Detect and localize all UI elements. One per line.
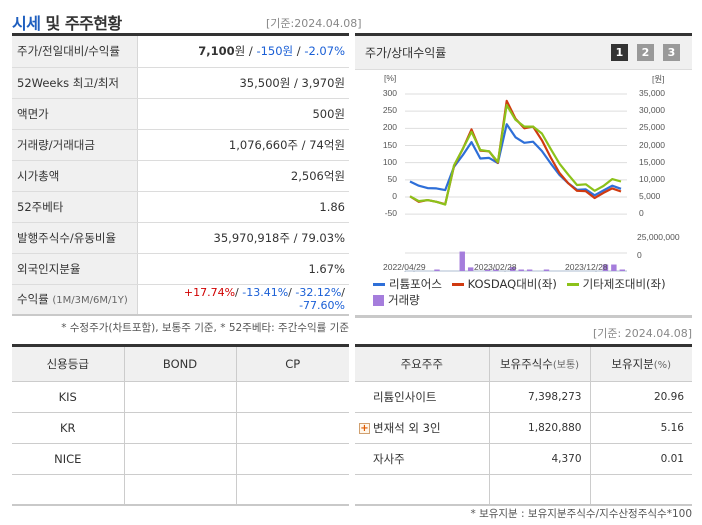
- holder-note: * 보유지분 : 보유지분주식수/지수산정주식수*100: [470, 508, 692, 520]
- table-row: 거래량/거래대금 1,076,660주 / 74억원: [12, 129, 349, 161]
- title-accent: 시세: [12, 14, 41, 33]
- legend-item[interactable]: 거래량: [373, 293, 420, 307]
- left-axis-tick: 300: [382, 88, 397, 98]
- right-axis-tick: 20,000: [639, 139, 665, 150]
- chart-header: 주가/상대수익률: [355, 36, 692, 70]
- column-header: 보유지분(%): [590, 347, 692, 382]
- column-header: BOND: [124, 347, 237, 382]
- divider: [355, 344, 692, 347]
- table-row: 시가총액 2,506억원: [12, 160, 349, 192]
- section-title: 시세 및 주주현황: [12, 10, 122, 34]
- volume-bars: [434, 251, 625, 271]
- table-row: [12, 474, 349, 506]
- table-row: 52Weeks 최고/최저 35,500원 / 3,970원: [12, 67, 349, 99]
- price-info-table: 주가/전일대비/수익률 7,100원 / -150원 / -2.07% 52We…: [12, 36, 349, 316]
- left-axis-label: [%]: [384, 73, 397, 83]
- x-tick: 2023/12/28: [565, 262, 608, 272]
- table-row: 주가/전일대비/수익률 7,100원 / -150원 / -2.07%: [12, 36, 349, 68]
- chart-panel: 주가/상대수익률 1 2 3 [%] [원] 25,000,000 0 2022…: [355, 36, 692, 312]
- legend-item[interactable]: 리튬포어스: [373, 277, 442, 291]
- table-row: NICE: [12, 443, 349, 475]
- table-row: + 변재석 외 3인 1,820,880 5.16: [355, 412, 692, 444]
- right-axis-tick: 0: [639, 208, 644, 219]
- line-icon: [451, 283, 464, 286]
- x-tick: 2022/04/29: [383, 262, 426, 272]
- right-axis-tick: 35,000: [639, 88, 665, 98]
- table-row: 52주베타 1.86: [12, 191, 349, 223]
- table-row: 리튬인사이트 7,398,273 20.96: [355, 381, 692, 413]
- volume-tick: 25,000,000: [637, 232, 680, 242]
- title-rest: 및 주주현황: [40, 14, 123, 33]
- left-axis-tick: -50: [384, 208, 397, 219]
- column-header: CP: [236, 347, 349, 382]
- divider: [12, 33, 349, 36]
- returns-value: +17.74%/ -13.41%/ -32.12%/ -77.60%: [137, 284, 349, 316]
- table-row: 외국인지분율 1.67%: [12, 253, 349, 285]
- left-axis-tick: 200: [382, 122, 397, 133]
- right-axis-tick: 25,000: [639, 122, 665, 133]
- row-value: 7,100원 / -150원 / -2.07%: [137, 36, 349, 68]
- line-icon: [373, 283, 385, 286]
- column-header: 주요주주: [355, 347, 490, 382]
- volume-tick: 0: [637, 250, 642, 260]
- table-row: KIS: [12, 381, 349, 413]
- price-change-pct: -2.07%: [304, 44, 345, 59]
- divider: [355, 315, 692, 318]
- table-row: KR: [12, 412, 349, 444]
- right-axis-tick: 5,000: [639, 191, 661, 201]
- line-icon: [566, 283, 579, 286]
- credit-rating-table: 신용등급 BOND CP KIS KR NICE: [12, 347, 349, 506]
- chart-page-3-button[interactable]: 3: [663, 44, 680, 61]
- legend-item[interactable]: 기타제조대비(좌): [566, 277, 666, 291]
- current-price: 7,100: [198, 44, 235, 59]
- price-change: -150원: [256, 44, 294, 59]
- right-axis-tick: 10,000: [639, 173, 665, 184]
- chart-title: 주가/상대수익률: [365, 46, 447, 60]
- column-header: 보유주식수(보통): [489, 347, 591, 382]
- x-tick: 2023/02/28: [474, 262, 517, 272]
- left-axis-tick: 0: [392, 191, 397, 201]
- table-row: 수익률 (1M/3M/6M/1Y) +17.74%/ -13.41%/ -32.…: [12, 284, 349, 316]
- chart-page-1-button[interactable]: 1: [611, 44, 628, 61]
- right-axis-label: [원]: [652, 74, 665, 84]
- as-of-date: [기준:2024.04.08]: [266, 17, 362, 30]
- right-axis-tick: 30,000: [639, 105, 665, 116]
- chart-as-of: [기준: 2024.04.08]: [592, 327, 692, 340]
- row-label: 주가/전일대비/수익률: [12, 36, 138, 68]
- series-lines: [409, 99, 622, 206]
- major-shareholders-table: 주요주주 보유주식수(보통) 보유지분(%) 리튬인사이트 7,398,273 …: [355, 347, 692, 506]
- price-note: * 수정주가(차트포함), 보통주 기준, * 52주베타: 주간수익률 기준: [61, 322, 349, 334]
- right-axis-tick: 15,000: [639, 156, 665, 167]
- table-row: 발행주식수/유동비율 35,970,918주 / 79.03%: [12, 222, 349, 254]
- column-header: 신용등급: [12, 347, 125, 382]
- left-axis-tick: 250: [382, 105, 397, 116]
- price-chart: [404, 93, 627, 272]
- chart-page-2-button[interactable]: 2: [637, 44, 654, 61]
- table-row: 자사주 4,370 0.01: [355, 443, 692, 475]
- legend-item[interactable]: KOSDAQ대비(좌): [451, 277, 557, 291]
- table-row: 액면가 500원: [12, 98, 349, 130]
- divider: [12, 344, 349, 347]
- chart-legend: 리튬포어스 KOSDAQ대비(좌) 기타제조대비(좌) 거래량: [373, 276, 693, 308]
- left-axis-tick: 100: [382, 156, 397, 167]
- expand-icon[interactable]: +: [359, 422, 370, 434]
- left-axis-tick: 50: [387, 173, 397, 184]
- table-row: [355, 474, 692, 506]
- bar-icon: [373, 295, 384, 306]
- grid-lines: [404, 93, 627, 272]
- divider: [355, 33, 692, 36]
- left-axis-tick: 150: [382, 139, 397, 150]
